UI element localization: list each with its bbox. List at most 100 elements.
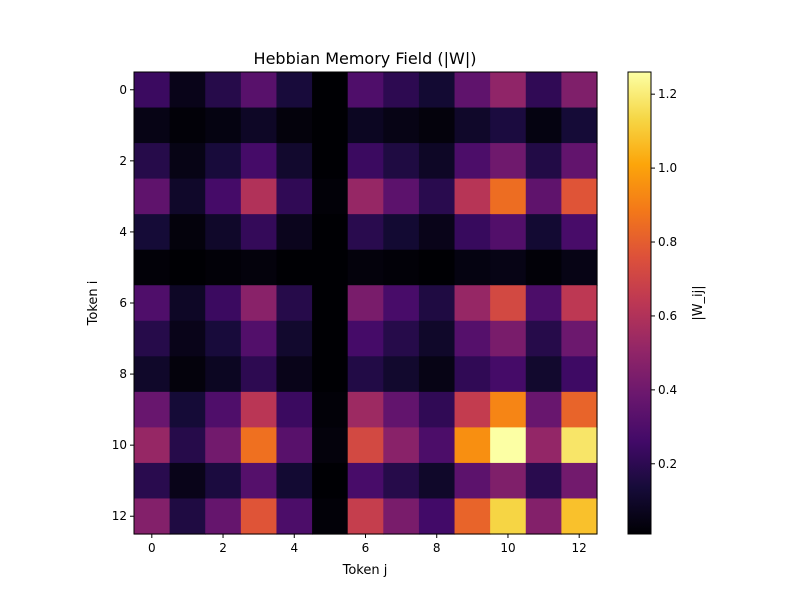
heatmap-cell-7-2 — [205, 320, 242, 357]
heatmap-cell-8-10 — [490, 356, 527, 393]
heatmap-cell-5-0 — [134, 249, 171, 286]
heatmap-cell-1-5 — [312, 107, 349, 144]
heatmap-cell-1-12 — [561, 107, 598, 144]
heatmap-cell-6-2 — [205, 285, 242, 322]
heatmap-cell-3-10 — [490, 178, 527, 215]
heatmap-cell-3-11 — [525, 178, 562, 215]
heatmap-cell-6-3 — [240, 285, 278, 322]
heatmap-cell-1-2 — [205, 107, 242, 144]
heatmap-cell-7-3 — [240, 320, 278, 357]
heatmap-cell-11-4 — [276, 462, 313, 500]
y-tick-label: 10 — [112, 438, 127, 452]
heatmap-cell-1-3 — [240, 107, 278, 144]
heatmap-cell-2-9 — [454, 143, 491, 180]
heatmap-cell-9-9 — [454, 391, 491, 428]
heatmap-cell-3-4 — [276, 178, 313, 215]
heatmap-cell-5-3 — [240, 249, 278, 286]
heatmap-cell-10-2 — [205, 427, 242, 464]
heatmap-cell-10-10 — [490, 427, 527, 464]
y-tick-label: 6 — [119, 296, 127, 310]
heatmap-cell-9-0 — [134, 391, 171, 428]
heatmap-cell-6-10 — [490, 285, 527, 322]
heatmap-cell-10-4 — [276, 427, 313, 464]
heatmap-cell-7-11 — [525, 320, 562, 357]
heatmap-cell-0-8 — [418, 72, 456, 109]
heatmap-cell-2-2 — [205, 143, 242, 180]
heatmap-cell-9-6 — [347, 391, 384, 428]
heatmap-cell-8-2 — [205, 356, 242, 393]
heatmap-cell-9-2 — [205, 391, 242, 428]
heatmap-cell-11-10 — [490, 462, 527, 500]
heatmap-cell-12-12 — [561, 498, 598, 535]
heatmap-cell-2-10 — [490, 143, 527, 180]
heatmap-cell-3-3 — [240, 178, 278, 215]
colorbar-tick-label: 0.6 — [658, 309, 677, 323]
colorbar-ticks: 0.2 0.4 0.6 0.8 1.0 1.2 — [651, 87, 677, 471]
heatmap-cell-0-2 — [205, 72, 242, 109]
heatmap-cell-9-11 — [525, 391, 562, 428]
chart-title: Hebbian Memory Field (|W|) — [254, 49, 477, 68]
heatmap-cell-11-5 — [312, 462, 349, 500]
heatmap-cell-4-4 — [276, 214, 313, 251]
heatmap-cell-6-0 — [134, 285, 171, 322]
heatmap-cell-11-2 — [205, 462, 242, 500]
heatmap-cell-0-11 — [525, 72, 562, 109]
heatmap-cell-4-1 — [169, 214, 206, 251]
heatmap-cell-2-6 — [347, 143, 384, 180]
heatmap-cell-8-8 — [418, 356, 456, 393]
heatmap-cell-0-0 — [134, 72, 171, 109]
x-tick-label: 10 — [500, 541, 515, 555]
heatmap-cell-7-8 — [418, 320, 456, 357]
heatmap-cell-5-7 — [383, 249, 420, 286]
heatmap-cell-2-4 — [276, 143, 313, 180]
heatmap-cell-7-1 — [169, 320, 206, 357]
heatmap-cell-1-1 — [169, 107, 206, 144]
heatmap-cell-10-7 — [383, 427, 420, 464]
heatmap-cell-2-7 — [383, 143, 420, 180]
heatmap-cell-3-0 — [134, 178, 171, 215]
y-tick-label: 0 — [119, 83, 127, 97]
heatmap-cell-6-12 — [561, 285, 598, 322]
heatmap-cell-0-1 — [169, 72, 206, 109]
heatmap-cell-10-8 — [418, 427, 456, 464]
heatmap-cell-0-6 — [347, 72, 384, 109]
heatmap-cell-7-6 — [347, 320, 384, 357]
heatmap-cell-11-12 — [561, 462, 598, 500]
heatmap-cell-4-5 — [312, 214, 349, 251]
heatmap-cell-11-0 — [134, 462, 171, 500]
heatmap-cell-7-10 — [490, 320, 527, 357]
heatmap-cell-3-5 — [312, 178, 349, 215]
heatmap-cell-5-9 — [454, 249, 491, 286]
heatmap-cell-4-8 — [418, 214, 456, 251]
colorbar-tick-label: 0.4 — [658, 383, 677, 397]
heatmap-cell-4-10 — [490, 214, 527, 251]
heatmap-cell-8-12 — [561, 356, 598, 393]
heatmap-cell-11-3 — [240, 462, 278, 500]
colorbar-tick-label: 1.2 — [658, 87, 677, 101]
heatmap-cell-8-11 — [525, 356, 562, 393]
heatmap-cell-0-12 — [561, 72, 598, 109]
heatmap-cell-4-2 — [205, 214, 242, 251]
heatmap-cell-10-6 — [347, 427, 384, 464]
heatmap-cell-12-0 — [134, 498, 171, 535]
heatmap-cell-3-7 — [383, 178, 420, 215]
heatmap-cell-6-11 — [525, 285, 562, 322]
colorbar-tick-label: 0.8 — [658, 235, 677, 249]
heatmap-cell-3-8 — [418, 178, 456, 215]
heatmap-cell-6-4 — [276, 285, 313, 322]
heatmap-cell-4-11 — [525, 214, 562, 251]
y-tick-label: 4 — [119, 225, 127, 239]
heatmap-cell-4-6 — [347, 214, 384, 251]
heatmap-cell-2-12 — [561, 143, 598, 180]
heatmap-cell-1-11 — [525, 107, 562, 144]
heatmap-cell-5-12 — [561, 249, 598, 286]
heatmap-cell-3-9 — [454, 178, 491, 215]
colorbar-tick-label: 1.0 — [658, 161, 677, 175]
heatmap-cell-8-4 — [276, 356, 313, 393]
heatmap-cell-1-10 — [490, 107, 527, 144]
heatmap-cell-10-3 — [240, 427, 278, 464]
heatmap-cell-2-11 — [525, 143, 562, 180]
heatmap-cell-12-7 — [383, 498, 420, 535]
heatmap-cell-10-9 — [454, 427, 491, 464]
